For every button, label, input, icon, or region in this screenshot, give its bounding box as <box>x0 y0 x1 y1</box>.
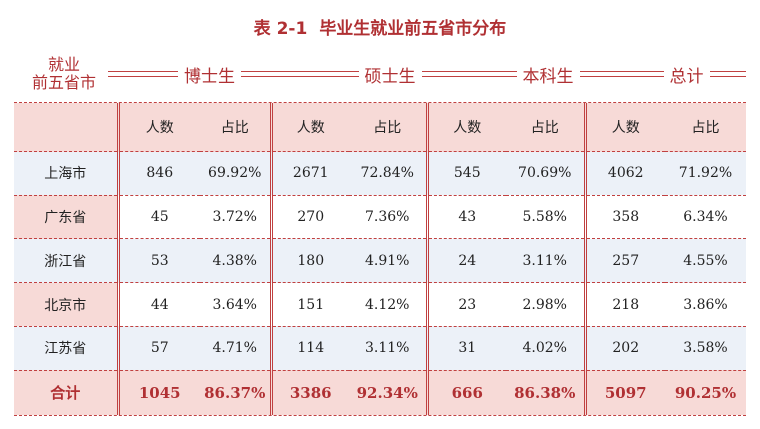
table-cell: 53 <box>118 238 200 284</box>
row-name: 上海市 <box>14 151 120 196</box>
table-cell: 43 <box>427 195 506 240</box>
table-cell: 3.11% <box>349 326 429 371</box>
table-cell: 24 <box>427 238 506 284</box>
table-number: 表 2-1 <box>253 19 308 39</box>
table-cell: 1045 <box>118 370 200 415</box>
table-cell: 5097 <box>585 370 665 415</box>
table-cell: 6.34% <box>665 195 746 240</box>
table-cell: 358 <box>585 195 665 240</box>
distribution-table: 人数 占比 人数 占比 人数 占比 人数 占比 上海市 846 69.92% 2… <box>14 102 746 416</box>
table-cell: 3.86% <box>665 282 746 327</box>
table-cell: 3.64% <box>200 282 273 327</box>
table-row: 北京市 44 3.64% 151 4.12% 23 2.98% 218 3.86… <box>14 282 746 327</box>
row-name: 广东省 <box>14 195 120 240</box>
group-label: 硕士生 <box>364 66 416 87</box>
header-cell: 占比 <box>665 103 746 152</box>
table-cell: 5.58% <box>506 195 587 240</box>
table-cell: 72.84% <box>349 151 429 196</box>
table-cell: 180 <box>271 238 349 284</box>
table-cell: 4.55% <box>665 238 746 284</box>
table-cell: 31 <box>427 326 506 371</box>
table-cell: 44 <box>118 282 200 327</box>
table-cell: 86.37% <box>200 370 273 415</box>
group-header-bachelor: 本科生 <box>469 62 628 87</box>
table-row: 浙江省 53 4.38% 180 4.91% 24 3.11% 257 4.55… <box>14 238 746 284</box>
table-cell: 257 <box>585 238 665 284</box>
row-name: 浙江省 <box>14 238 120 284</box>
table-cell: 7.36% <box>349 195 429 240</box>
table-cell: 666 <box>427 370 506 415</box>
group-label: 总计 <box>669 66 704 87</box>
table-cell: 3.72% <box>200 195 273 240</box>
group-label: 博士生 <box>184 66 235 87</box>
table-cell: 151 <box>271 282 349 327</box>
table-cell: 218 <box>585 282 665 327</box>
arrow-left-icon <box>108 71 178 77</box>
table-cell: 92.34% <box>349 370 429 415</box>
arrow-right-icon <box>579 71 628 77</box>
table-cell: 202 <box>585 326 665 371</box>
table-cell: 114 <box>271 326 349 371</box>
arrow-left-icon <box>627 71 664 77</box>
header-corner-cell <box>14 103 120 152</box>
header-cell: 人数 <box>427 103 506 152</box>
table-cell: 45 <box>118 195 200 240</box>
table-cell: 3.58% <box>665 326 746 371</box>
group-header-total: 总计 <box>627 62 747 87</box>
group-label: 本科生 <box>522 66 574 87</box>
header-cell: 占比 <box>349 103 429 152</box>
row-name: 江苏省 <box>14 326 120 371</box>
table-cell: 86.38% <box>506 370 587 415</box>
total-row: 合计 1045 86.37% 3386 92.34% 666 86.38% 50… <box>14 370 746 415</box>
table-cell: 4.12% <box>349 282 429 327</box>
table-caption: 表 2-1 毕业生就业前五省市分布 <box>0 14 760 39</box>
table-cell: 4.71% <box>200 326 273 371</box>
table-cell: 270 <box>271 195 349 240</box>
group-header-master: 硕士生 <box>311 62 470 87</box>
arrow-right-icon <box>241 71 311 77</box>
table-cell: 70.69% <box>506 151 587 196</box>
table-cell: 3386 <box>271 370 349 415</box>
arrow-right-icon <box>709 71 747 77</box>
header-cell: 人数 <box>118 103 200 152</box>
table-cell: 57 <box>118 326 200 371</box>
header-cell: 占比 <box>506 103 587 152</box>
table-cell: 71.92% <box>665 151 746 196</box>
table-row: 广东省 45 3.72% 270 7.36% 43 5.58% 358 6.34… <box>14 195 746 240</box>
table-cell: 4062 <box>585 151 665 196</box>
header-cell: 占比 <box>200 103 273 152</box>
corner-line-1: 就业 <box>47 55 80 74</box>
arrow-left-icon <box>469 71 517 77</box>
table-cell: 2.98% <box>506 282 587 327</box>
corner-header: 就业 前五省市 <box>14 56 114 92</box>
arrow-right-icon <box>421 71 470 77</box>
table-cell: 2671 <box>271 151 349 196</box>
header-cell: 人数 <box>585 103 665 152</box>
table-cell: 545 <box>427 151 506 196</box>
table-title: 毕业生就业前五省市分布 <box>319 19 507 39</box>
row-name: 北京市 <box>14 282 120 327</box>
table-cell: 3.11% <box>506 238 587 284</box>
table-cell: 4.02% <box>506 326 587 371</box>
row-name: 合计 <box>14 370 120 415</box>
header-cell: 人数 <box>271 103 349 152</box>
table-row: 上海市 846 69.92% 2671 72.84% 545 70.69% 40… <box>14 151 746 196</box>
table-cell: 4.38% <box>200 238 273 284</box>
table-header-row: 人数 占比 人数 占比 人数 占比 人数 占比 <box>14 103 746 152</box>
table-cell: 69.92% <box>200 151 273 196</box>
table-cell: 4.91% <box>349 238 429 284</box>
arrow-left-icon <box>311 71 359 77</box>
table-cell: 846 <box>118 151 200 196</box>
corner-line-2: 前五省市 <box>31 73 96 92</box>
table-cell: 90.25% <box>665 370 746 415</box>
table-row: 江苏省 57 4.71% 114 3.11% 31 4.02% 202 3.58… <box>14 326 746 371</box>
table-cell: 23 <box>427 282 506 327</box>
group-header-phd: 博士生 <box>108 62 311 87</box>
